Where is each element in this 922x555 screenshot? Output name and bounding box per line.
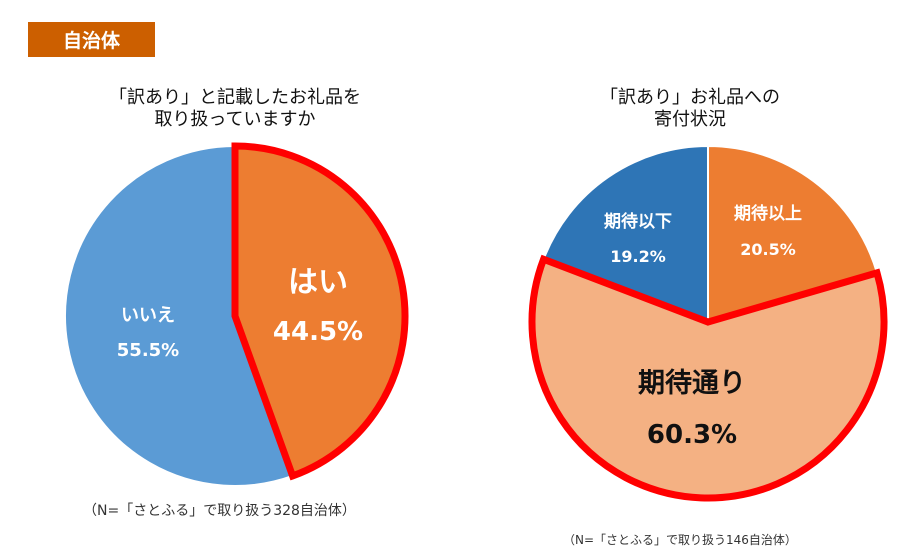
chart2-title: 「訳あり」お礼品への 寄付状況 [510, 87, 870, 131]
chart2-slice-3-label: 期待以下 [604, 211, 672, 232]
chart2-slice-2-value: 60.3% [647, 420, 737, 450]
chart1-title-line2: 取り扱っていますか [154, 109, 316, 130]
chart2-slice-3-value: 19.2% [610, 247, 666, 266]
chart2-slice-3 [542, 144, 709, 324]
chart2-title-line1: 「訳あり」お礼品への [600, 87, 780, 108]
chart1-note: （N=「さとふる」で取り扱う328自治体） [83, 503, 356, 519]
chart1-title: 「訳あり」と記載したお礼品を 取り扱っていますか [55, 87, 415, 131]
chart1-title-line1: 「訳あり」と記載したお礼品を [109, 87, 361, 108]
chart1-slice-2-label: いいえ [121, 305, 175, 326]
chart2-slice-2-label: 期待通り [638, 368, 746, 399]
chart1-slice-2 [64, 144, 294, 487]
chart1-highlight-outline [231, 142, 409, 481]
chart2-title-line2: 寄付状況 [654, 109, 726, 130]
chart2-slice-1-value: 20.5% [740, 240, 796, 259]
chart2-slice-1-label: 期待以上 [734, 203, 802, 224]
chart2-highlight-outline [528, 254, 888, 502]
chart2-slice-1 [707, 144, 879, 324]
chart1-slice-1-value: 44.5% [273, 317, 363, 347]
chart1-slice-2-value: 55.5% [117, 340, 179, 361]
chart1-slice-1-label: はい [288, 265, 348, 300]
chart2-note: （N=「さとふる」で取り扱う146自治体） [563, 533, 797, 547]
category-badge: 自治体 [28, 22, 155, 57]
